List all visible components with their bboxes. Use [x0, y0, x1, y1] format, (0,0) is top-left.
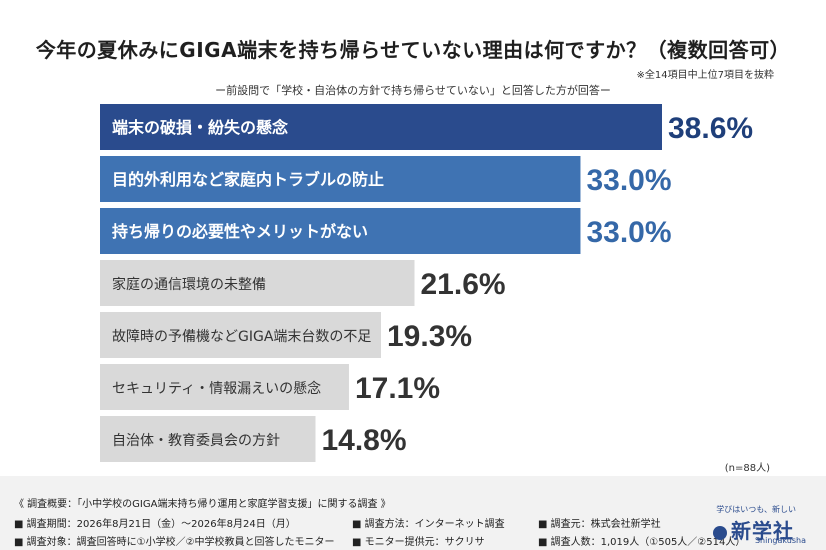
survey-heading: 《 調査概要：「小中学校のGIGA端末持ち帰り運用と家庭学習支援」に関する調査 … [14, 499, 391, 510]
bar-chart: 端末の破損・紛失の懸念 38.6% 目的外利用など家庭内トラブルの防止 33.0% 持ち… [100, 104, 753, 462]
bar-2 [100, 156, 581, 202]
value-label-3: 33.0% [586, 216, 671, 249]
category-label-7: 自治体・教育委員会の方針 [112, 433, 280, 449]
value-label-4: 21.6% [420, 268, 505, 301]
bar-1 [100, 104, 662, 150]
bar-5 [100, 312, 381, 358]
survey-provider: ■ モニター提供元：サクリサ [352, 537, 485, 548]
logo-roman: Shingakusha [754, 536, 806, 545]
category-label-3: 持ち帰りの必要性やメリットがない [112, 222, 368, 241]
value-label-2: 33.0% [586, 164, 671, 197]
value-label-6: 17.1% [355, 372, 440, 405]
bar-7 [100, 416, 316, 462]
category-label-4: 家庭の通信環境の未整備 [112, 276, 266, 293]
value-label-5: 19.3% [387, 320, 472, 353]
company-logo: 新学社 [713, 515, 794, 544]
survey-count: ■ 調査人数：1,019人（①505人／②514人） [538, 537, 746, 548]
category-label-2: 目的外利用など家庭内トラブルの防止 [112, 170, 384, 189]
category-label-6: セキュリティ・情報漏えいの懸念 [112, 380, 321, 397]
value-label-1: 38.6% [668, 112, 753, 145]
survey-method: ■ 調査方法：インターネット調査 [352, 519, 505, 530]
category-label-1: 端末の破損・紛失の懸念 [112, 118, 289, 137]
logo-tagline: 学びはいつも、新しい [716, 505, 796, 514]
logo-name: 新学社 [731, 519, 794, 543]
chart-title: 今年の夏休みにGIGA端末を持ち帰らせていない理由は何ですか？（複数回答可） [35, 38, 791, 62]
chart-subtitle: ー前設問で「学校・自治体の方針で持ち帰らせていない」と回答した方が回答ー [215, 84, 611, 97]
selection-note: ※全14項目中上位7項目を抜粋 [636, 70, 774, 81]
bar-3 [100, 208, 581, 254]
survey-target: ■ 調査対象：調査回答時に①小学校／②中学校教員と回答したモニター [14, 537, 335, 548]
sample-size: (n=88人) [724, 463, 770, 474]
logo-emblem-icon [713, 525, 727, 540]
footer-panel [0, 476, 826, 550]
bar-6 [100, 364, 349, 410]
bar-4 [100, 260, 415, 306]
survey-source: ■ 調査元：株式会社新学社 [538, 519, 661, 530]
value-label-7: 14.8% [321, 424, 406, 457]
survey-period: ■ 調査期間：2026年8月21日（金）〜2026年8月24日（月） [14, 519, 296, 530]
category-label-5: 故障時の予備機などGIGA端末台数の不足 [112, 329, 371, 345]
